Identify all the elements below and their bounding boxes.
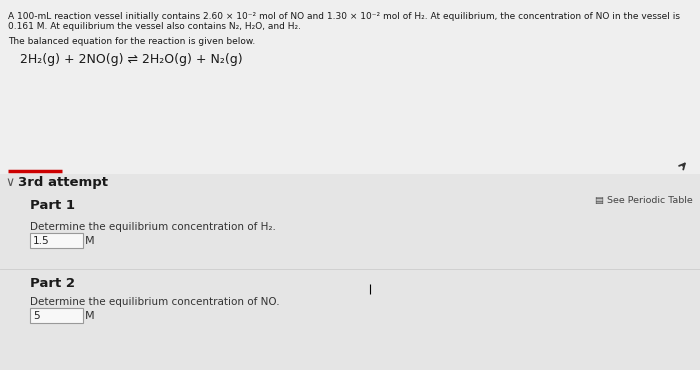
FancyBboxPatch shape	[29, 309, 83, 323]
Bar	[0, 174, 700, 370]
Text: Determine the equilibrium concentration of H₂.: Determine the equilibrium concentration …	[30, 222, 276, 232]
FancyBboxPatch shape	[29, 233, 83, 248]
Text: The balanced equation for the reaction is given below.: The balanced equation for the reaction i…	[8, 37, 255, 46]
Text: ∨: ∨	[5, 176, 14, 189]
Text: 1.5: 1.5	[33, 236, 50, 246]
Text: 2H₂(g) + 2NO(g) ⇌ 2H₂O(g) + N₂(g): 2H₂(g) + 2NO(g) ⇌ 2H₂O(g) + N₂(g)	[20, 53, 243, 66]
Text: Part 1: Part 1	[30, 199, 75, 212]
Text: 0.161 M. At equilibrium the vessel also contains N₂, H₂O, and H₂.: 0.161 M. At equilibrium the vessel also …	[8, 22, 301, 31]
Text: 5: 5	[33, 311, 40, 321]
Text: A 100-mL reaction vessel initially contains 2.60 × 10⁻² mol of NO and 1.30 × 10⁻: A 100-mL reaction vessel initially conta…	[8, 12, 680, 21]
Text: 3rd attempt: 3rd attempt	[18, 176, 108, 189]
Bar	[0, 0, 700, 174]
Text: Determine the equilibrium concentration of NO.: Determine the equilibrium concentration …	[30, 297, 279, 307]
Text: Part 2: Part 2	[30, 277, 75, 290]
Text: ▤ See Periodic Table: ▤ See Periodic Table	[595, 196, 693, 205]
Text: M: M	[85, 311, 95, 321]
Text: M: M	[85, 236, 95, 246]
